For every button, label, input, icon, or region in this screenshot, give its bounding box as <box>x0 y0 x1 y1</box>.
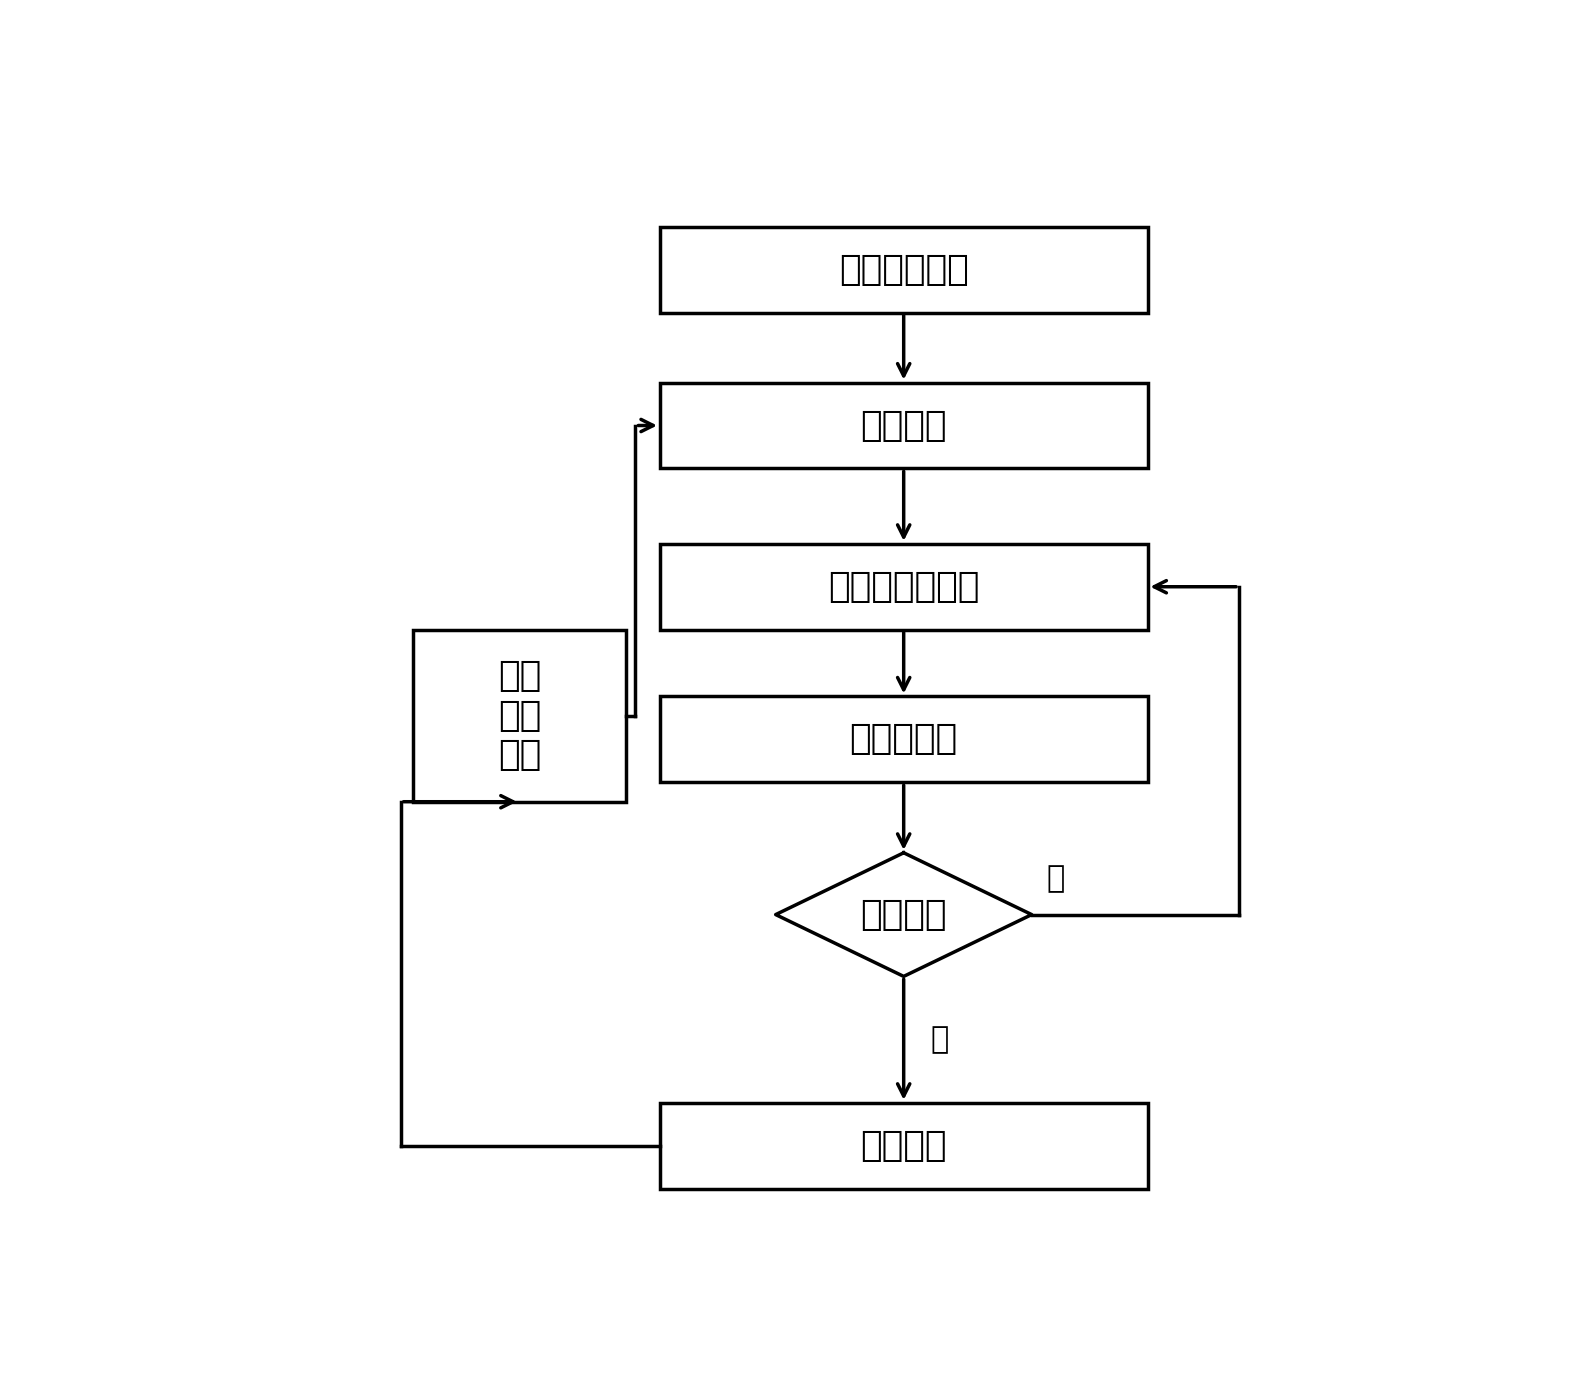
Polygon shape <box>775 853 1032 976</box>
Text: 满足要求: 满足要求 <box>860 898 947 931</box>
Text: 标准网格: 标准网格 <box>860 409 947 443</box>
FancyBboxPatch shape <box>661 697 1148 782</box>
Text: 否: 否 <box>1046 864 1065 893</box>
Text: 三角形一分为四: 三角形一分为四 <box>827 570 980 603</box>
FancyBboxPatch shape <box>661 1103 1148 1189</box>
FancyBboxPatch shape <box>661 226 1148 313</box>
Text: 是: 是 <box>931 1025 949 1054</box>
Text: 细化结束: 细化结束 <box>860 1129 947 1163</box>
Text: 电磁分析要求: 电磁分析要求 <box>838 253 969 286</box>
Text: 主面
副面
馈源: 主面 副面 馈源 <box>499 659 541 772</box>
FancyBboxPatch shape <box>414 630 626 801</box>
FancyBboxPatch shape <box>661 383 1148 469</box>
Text: 细化的网格: 细化的网格 <box>849 722 958 757</box>
FancyBboxPatch shape <box>661 544 1148 630</box>
